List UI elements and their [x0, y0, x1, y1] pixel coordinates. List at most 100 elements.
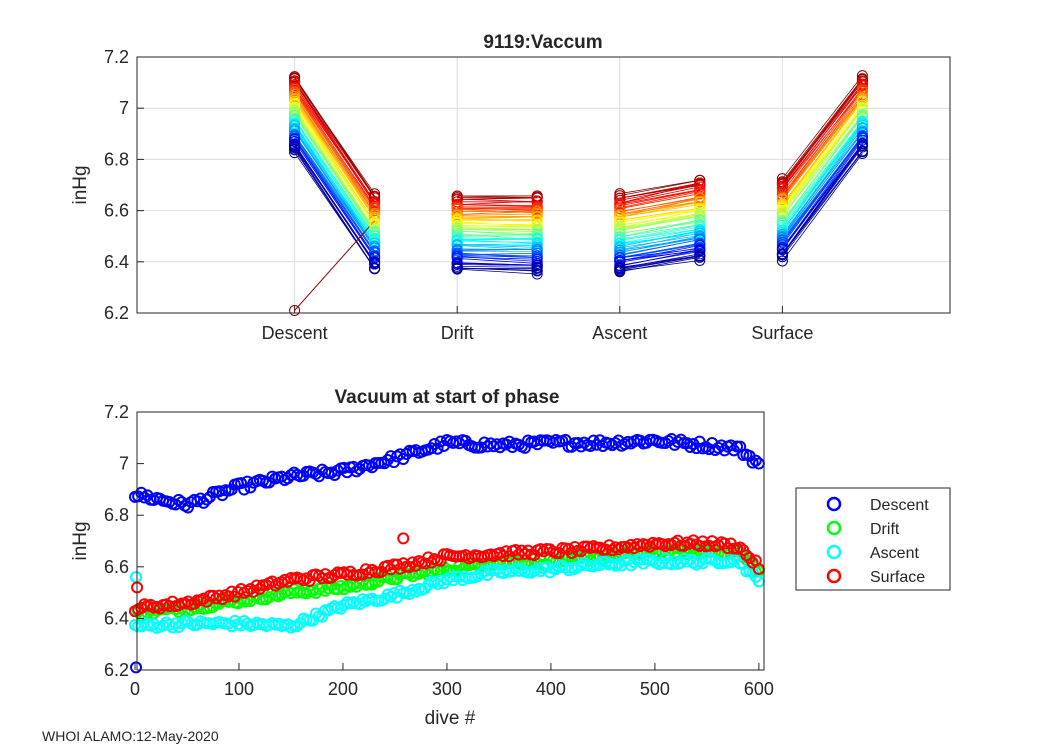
bottom-plot-point-surface: [419, 557, 432, 570]
top-plot-start-marker: [614, 238, 626, 250]
top-plot-dive-line: [294, 125, 375, 247]
top-plot-dive-line: [457, 211, 538, 215]
top-plot-dive-line: [619, 182, 700, 199]
top-plot-ytick-label: 6.6: [104, 201, 129, 221]
top-plot-dive-line: [457, 268, 538, 271]
top-plot-markers: [289, 70, 868, 316]
top-plot-end-marker: [531, 253, 543, 265]
top-plot-dive-line: [619, 193, 700, 210]
top-plot-end-marker: [694, 251, 706, 263]
bottom-plot-point-ascent: [291, 620, 304, 633]
top-plot-dive-line: [294, 124, 375, 243]
top-plot-dive-line: [294, 134, 375, 251]
top-plot-dive-line: [619, 220, 700, 238]
legend-marker-ascent: [826, 544, 842, 560]
top-plot-dive-line: [782, 105, 863, 208]
top-plot-dive-line: [457, 258, 538, 264]
top-plot-start-marker: [451, 223, 463, 235]
top-plot-end-marker: [856, 147, 868, 159]
top-plot-start-marker: [451, 190, 463, 202]
top-plot-outlier-line: [294, 220, 375, 311]
top-plot-end-marker: [856, 75, 868, 87]
top-plot-dive-line: [294, 85, 375, 204]
top-plot-end-marker: [694, 188, 706, 200]
bottom-plot-xtick-label: 0: [130, 679, 140, 699]
top-plot-dive-line: [457, 228, 538, 231]
legend-box: [795, 487, 951, 591]
bottom-plot-point-descent: [235, 477, 248, 490]
top-plot-dive-line: [457, 200, 538, 206]
bottom-plot-point-surface: [740, 549, 753, 562]
top-plot-dive-line: [457, 252, 538, 256]
bottom-plot-point-descent: [684, 440, 697, 453]
top-plot-end-marker: [856, 126, 868, 138]
top-plot-dive-line: [782, 127, 863, 237]
bottom-plot-point-ascent: [172, 621, 185, 634]
bottom-plot-point-drift: [260, 593, 273, 606]
top-plot-dive-line: [457, 233, 538, 236]
top-plot-dive-line: [782, 98, 863, 200]
top-plot-dive-line: [619, 216, 700, 231]
bottom-plot-xlabel: dive #: [425, 708, 476, 729]
top-plot-dive-line: [619, 225, 700, 240]
top-plot-dive-line: [619, 213, 700, 231]
top-plot-start-marker: [776, 243, 788, 255]
top-plot-start-marker: [776, 251, 788, 263]
top-plot-start-marker: [776, 255, 788, 267]
top-plot-dive-line: [294, 80, 375, 199]
top-plot-start-marker: [289, 107, 301, 119]
top-plot-dive-line: [294, 115, 375, 234]
top-plot-dive-line: [294, 141, 375, 259]
bottom-plot-point-descent: [431, 442, 444, 455]
top-plot-start-marker: [451, 216, 463, 228]
top-plot-dive-line: [457, 228, 538, 233]
top-plot-dive-line: [294, 91, 375, 214]
top-plot-frame: [136, 56, 951, 314]
top-plot-dive-line: [457, 243, 538, 247]
top-plot-xtick-label: Surface: [751, 323, 813, 343]
bottom-plot-xtick-label: 400: [536, 679, 566, 699]
top-plot-dive-line: [457, 235, 538, 237]
top-plot-end-marker: [531, 215, 543, 227]
top-plot-dive-line: [457, 268, 538, 275]
top-plot-dive-line: [294, 94, 375, 215]
top-plot-dive-line: [294, 152, 375, 269]
top-plot-dive-line: [457, 265, 538, 268]
top-plot-dive-line: [457, 206, 538, 208]
bottom-plot-ytick-label: 6.4: [104, 608, 129, 628]
top-plot-dive-line: [619, 224, 700, 238]
top-plot-dive-line: [782, 84, 863, 189]
top-plot-dive-line: [619, 191, 700, 208]
top-plot-xtick-label: Drift: [441, 323, 474, 343]
top-plot-dive-line: [782, 153, 863, 262]
top-plot-dive-line: [457, 226, 538, 230]
top-plot-dive-line: [457, 213, 538, 216]
top-plot-dive-line: [457, 225, 538, 228]
top-plot-dive-line: [619, 222, 700, 234]
bottom-plot-point-descent: [197, 496, 210, 509]
top-plot-dive-line: [782, 151, 863, 257]
top-plot-ytick-label: 6.2: [104, 303, 129, 323]
top-plot-dive-line: [782, 136, 863, 245]
top-plot-start-marker: [289, 79, 301, 91]
top-plot-start-marker: [289, 98, 301, 110]
top-plot-dive-line: [457, 248, 538, 251]
top-plot-start-marker: [451, 259, 463, 271]
top-plot-start-marker: [776, 228, 788, 240]
top-plot-end-marker: [856, 104, 868, 116]
top-plot-start-marker: [451, 263, 463, 275]
top-plot-dive-line: [294, 100, 375, 218]
top-plot-dive-line: [457, 244, 538, 248]
top-plot-end-marker: [694, 244, 706, 256]
top-plot-dive-lines: [294, 75, 863, 311]
bottom-plot-xtick-label: 600: [744, 679, 774, 699]
top-plot-dive-line: [619, 190, 700, 205]
top-plot-dive-line: [457, 252, 538, 259]
top-plot-dive-line: [457, 216, 538, 220]
top-plot-start-marker: [776, 193, 788, 205]
top-plot-dive-line: [294, 139, 375, 257]
top-plot-dive-line: [619, 209, 700, 229]
top-plot-dive-line: [294, 100, 375, 223]
top-plot-dive-line: [782, 109, 863, 216]
top-plot-dive-line: [619, 213, 700, 226]
